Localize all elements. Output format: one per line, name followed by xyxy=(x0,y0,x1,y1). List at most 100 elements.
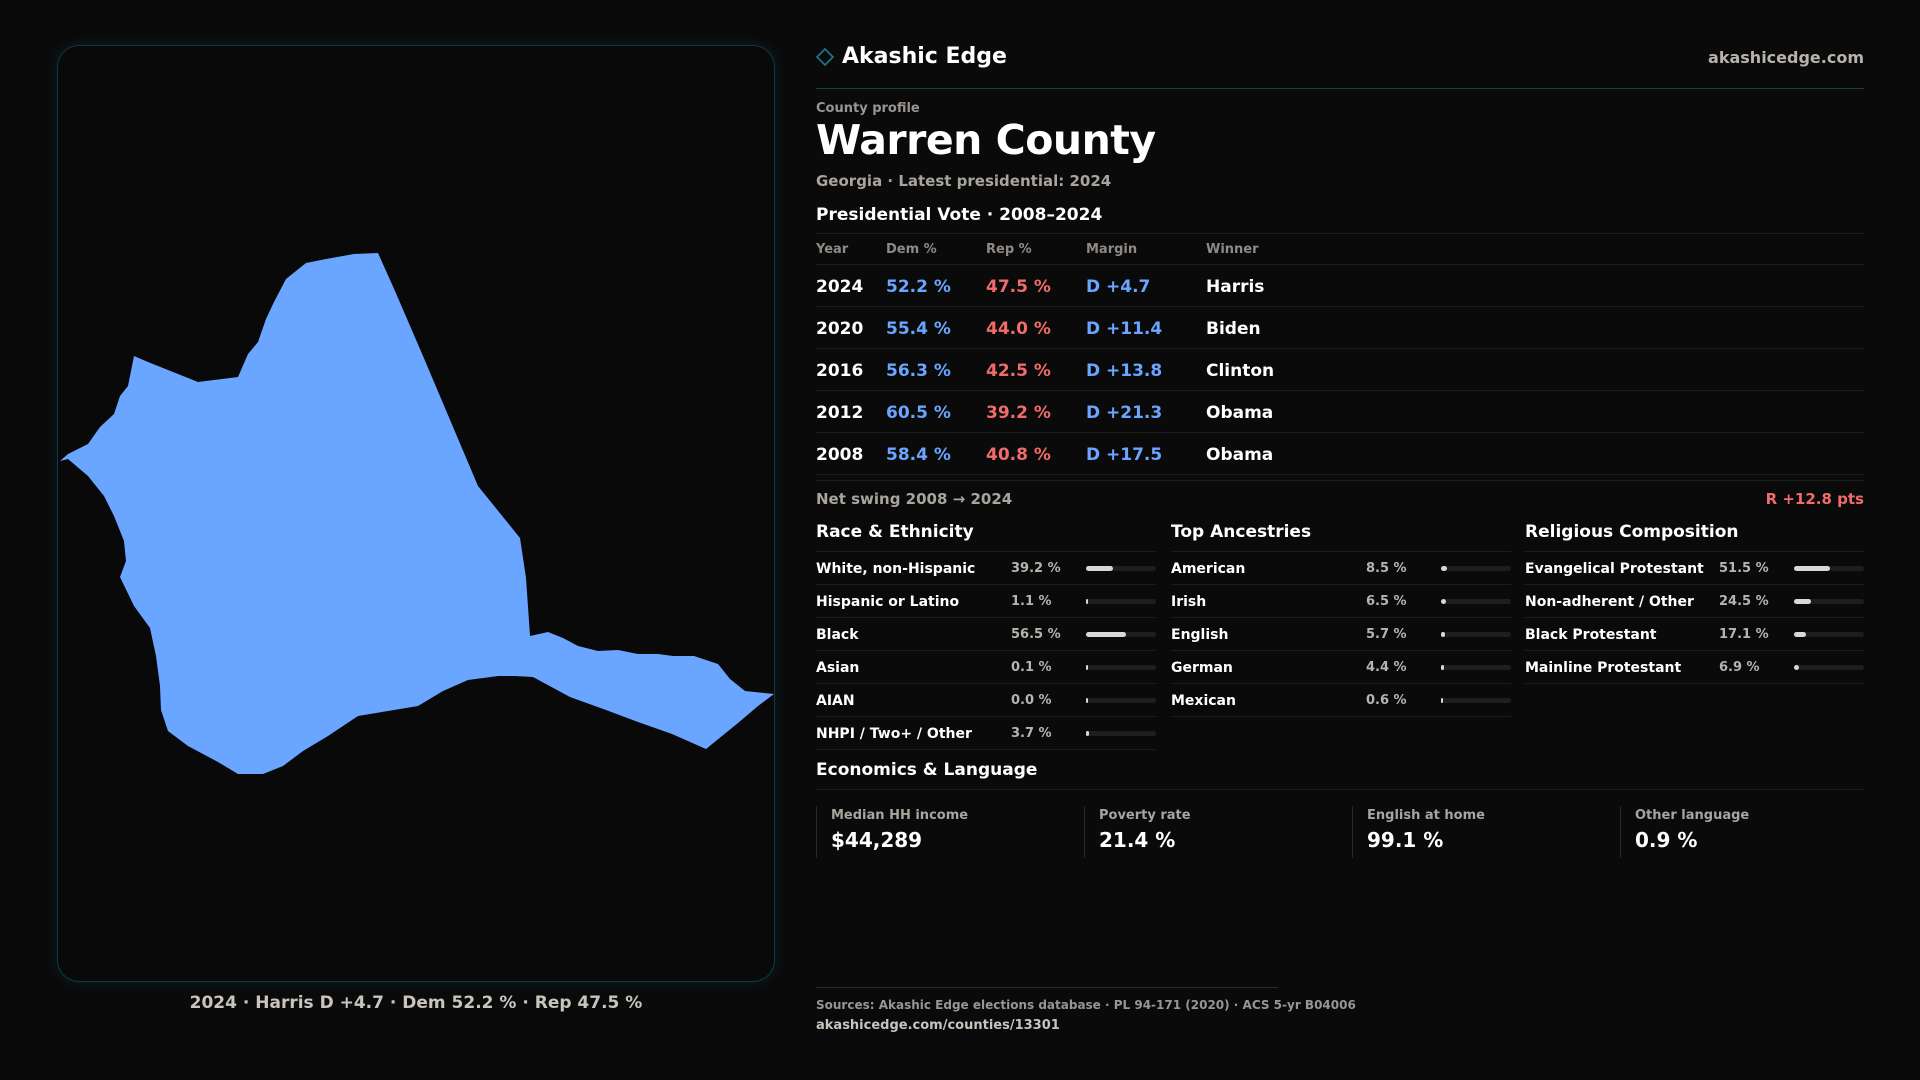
header-rep: Rep % xyxy=(986,242,1032,257)
cell-dem: 58.4 % xyxy=(886,445,951,465)
demo-label: Mexican xyxy=(1171,693,1236,709)
cell-year: 2016 xyxy=(816,361,864,381)
demo-row: Black 56.5 % xyxy=(816,618,1156,651)
cell-dem: 60.5 % xyxy=(886,403,951,423)
county-url[interactable]: akashicedge.com/counties/13301 xyxy=(816,1018,1060,1033)
presidential-vote-table: Year Dem % Rep % Margin Winner 2024 52.2… xyxy=(816,233,1864,475)
demo-label: Mainline Protestant xyxy=(1525,660,1682,676)
demo-row: American 8.5 % xyxy=(1171,552,1511,585)
table-row: 2024 52.2 % 47.5 % D +4.7 Harris xyxy=(816,265,1864,307)
demo-label: Evangelical Protestant xyxy=(1525,561,1704,577)
demo-label: Hispanic or Latino xyxy=(816,594,960,610)
demo-row: Evangelical Protestant 51.5 % xyxy=(1525,552,1864,585)
race-title: Race & Ethnicity xyxy=(816,522,1156,552)
table-row: 2012 60.5 % 39.2 % D +21.3 Obama xyxy=(816,391,1864,433)
cell-margin: D +21.3 xyxy=(1086,403,1163,423)
site-link[interactable]: akashicedge.com xyxy=(1708,48,1864,67)
demo-bar-fill xyxy=(1086,632,1126,637)
demo-bar-fill xyxy=(1086,665,1088,670)
demo-bar-track xyxy=(1441,698,1511,703)
header-divider xyxy=(816,88,1864,89)
cell-rep: 39.2 % xyxy=(986,403,1051,423)
demo-bar-track xyxy=(1441,632,1511,637)
stat-poverty-rate: Poverty rate 21.4 % xyxy=(1084,806,1324,858)
demo-percent: 8.5 % xyxy=(1366,561,1407,576)
demo-label: White, non-Hispanic xyxy=(816,561,976,577)
demo-bar-track xyxy=(1086,599,1156,604)
demo-bar-track xyxy=(1086,632,1156,637)
demo-row: Non-adherent / Other 24.5 % xyxy=(1525,585,1864,618)
cell-dem: 52.2 % xyxy=(886,277,951,297)
cell-year: 2012 xyxy=(816,403,864,423)
demo-percent: 6.9 % xyxy=(1719,660,1760,675)
header-dem: Dem % xyxy=(886,242,937,257)
demo-label: American xyxy=(1171,561,1246,577)
demo-percent: 24.5 % xyxy=(1719,594,1769,609)
stat-median-income: Median HH income $44,289 xyxy=(816,806,1056,858)
demo-percent: 3.7 % xyxy=(1011,726,1052,741)
sources-note: Sources: Akashic Edge elections database… xyxy=(816,998,1356,1012)
demo-row: Mainline Protestant 6.9 % xyxy=(1525,651,1864,684)
demo-percent: 6.5 % xyxy=(1366,594,1407,609)
cell-dem: 56.3 % xyxy=(886,361,951,381)
demo-bar-fill xyxy=(1794,665,1799,670)
stat-value: 21.4 % xyxy=(1099,828,1176,852)
demo-label: Black Protestant xyxy=(1525,627,1657,643)
county-shape[interactable] xyxy=(60,253,774,774)
demo-row: Black Protestant 17.1 % xyxy=(1525,618,1864,651)
demo-label: German xyxy=(1171,660,1233,676)
cell-dem: 55.4 % xyxy=(886,319,951,339)
demo-bar-track xyxy=(1794,632,1864,637)
demo-percent: 0.0 % xyxy=(1011,693,1052,708)
demo-percent: 0.1 % xyxy=(1011,660,1052,675)
header-margin: Margin xyxy=(1086,242,1138,257)
demo-bar-fill xyxy=(1086,731,1089,736)
cell-rep: 42.5 % xyxy=(986,361,1051,381)
demo-row: NHPI / Two+ / Other 3.7 % xyxy=(816,717,1156,750)
demo-row: AIAN 0.0 % xyxy=(816,684,1156,717)
demo-percent: 0.6 % xyxy=(1366,693,1407,708)
demo-bar-fill xyxy=(1086,566,1114,571)
stat-label: Poverty rate xyxy=(1099,808,1191,823)
race-ethnicity-block: Race & Ethnicity White, non-Hispanic 39.2… xyxy=(816,522,1156,750)
header-year: Year xyxy=(816,242,849,257)
demo-bar-track xyxy=(1794,599,1864,604)
profile-kicker: County profile xyxy=(816,101,920,116)
brand-name: Akashic Edge xyxy=(842,44,1007,69)
demo-label: Black xyxy=(816,627,859,643)
cell-year: 2020 xyxy=(816,319,864,339)
demo-row: English 5.7 % xyxy=(1171,618,1511,651)
religion-title: Religious Composition xyxy=(1525,522,1864,552)
demo-label: Non-adherent / Other xyxy=(1525,594,1694,610)
cell-rep: 44.0 % xyxy=(986,319,1051,339)
demo-bar-fill xyxy=(1794,632,1806,637)
table-header: Year Dem % Rep % Margin Winner xyxy=(816,233,1864,265)
swing-divider xyxy=(816,480,1864,481)
cell-winner: Clinton xyxy=(1206,361,1275,381)
stat-label: Other language xyxy=(1635,808,1750,823)
county-map-panel xyxy=(57,45,775,982)
profile-subline: Georgia · Latest presidential: 2024 xyxy=(816,172,1112,190)
map-caption: 2024 · Harris D +4.7 · Dem 52.2 % · Rep … xyxy=(189,993,643,1013)
demo-bar-track xyxy=(1086,698,1156,703)
stat-label: English at home xyxy=(1367,808,1485,823)
net-swing-value: R +12.8 pts xyxy=(1765,490,1864,508)
demo-bar-fill xyxy=(1441,698,1443,703)
demo-row: White, non-Hispanic 39.2 % xyxy=(816,552,1156,585)
stat-other-language: Other language 0.9 % xyxy=(1620,806,1860,858)
header-winner: Winner xyxy=(1206,242,1259,257)
demo-percent: 56.5 % xyxy=(1011,627,1061,642)
demo-percent: 5.7 % xyxy=(1366,627,1407,642)
demo-bar-fill xyxy=(1086,698,1088,703)
brand[interactable]: Akashic Edge xyxy=(815,44,1007,69)
demo-row: Hispanic or Latino 1.1 % xyxy=(816,585,1156,618)
cell-rep: 47.5 % xyxy=(986,277,1051,297)
county-map xyxy=(60,253,774,774)
ancestries-title: Top Ancestries xyxy=(1171,522,1511,552)
demo-label: Asian xyxy=(816,660,860,676)
cell-year: 2024 xyxy=(816,277,864,297)
table-row: 2020 55.4 % 44.0 % D +11.4 Biden xyxy=(816,307,1864,349)
demo-bar-fill xyxy=(1086,599,1088,604)
demo-bar-fill xyxy=(1441,665,1445,670)
demo-percent: 4.4 % xyxy=(1366,660,1407,675)
